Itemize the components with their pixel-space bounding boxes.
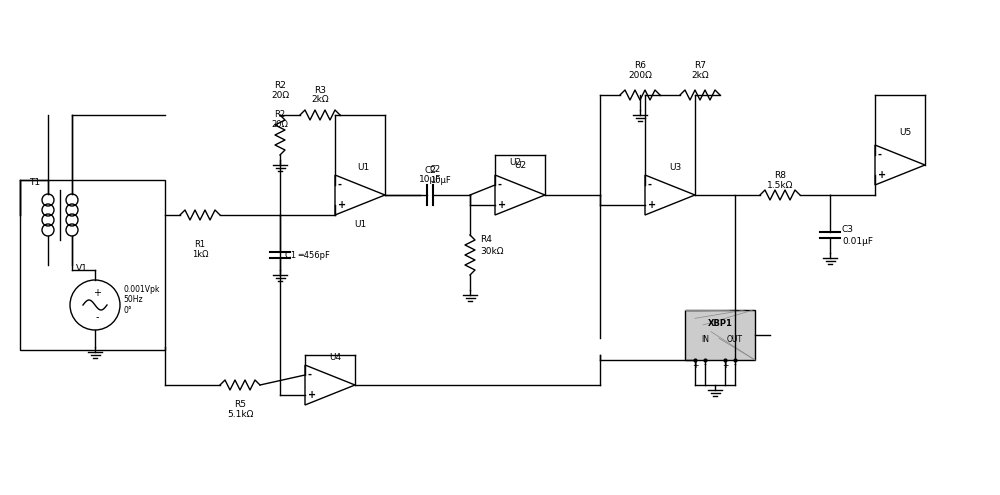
Text: U1: U1 — [357, 163, 369, 172]
Text: R4: R4 — [480, 236, 492, 245]
Text: 200Ω: 200Ω — [628, 71, 652, 80]
Text: OUT: OUT — [727, 336, 743, 345]
Text: T1: T1 — [29, 178, 41, 187]
Text: R8: R8 — [774, 171, 786, 180]
Text: R5: R5 — [234, 400, 246, 409]
Text: U2: U2 — [514, 161, 526, 170]
Text: +: + — [878, 170, 886, 180]
Text: -: - — [338, 180, 342, 190]
Text: U5: U5 — [899, 128, 911, 137]
Text: R1
1kΩ: R1 1kΩ — [192, 240, 208, 259]
Text: C3: C3 — [842, 226, 854, 235]
Text: -: - — [498, 180, 502, 190]
Text: C2: C2 — [424, 166, 436, 175]
Text: -: - — [734, 360, 736, 369]
Text: C1 ═456pF: C1 ═456pF — [285, 250, 330, 259]
Text: -: - — [308, 370, 312, 380]
Text: -: - — [648, 180, 652, 190]
Text: +: + — [648, 200, 656, 210]
Text: +: + — [498, 200, 506, 210]
Text: +: + — [722, 360, 728, 369]
Text: R3: R3 — [314, 86, 326, 95]
Text: 10μF: 10μF — [419, 175, 441, 184]
Text: V1: V1 — [76, 264, 88, 273]
Text: -: - — [95, 312, 99, 322]
Text: 1.5kΩ: 1.5kΩ — [767, 181, 793, 190]
Text: U3: U3 — [669, 163, 681, 172]
Text: XBP1: XBP1 — [708, 318, 732, 328]
Text: +: + — [93, 288, 101, 298]
Text: +: + — [692, 360, 698, 369]
Text: U2: U2 — [509, 158, 521, 167]
Text: IN: IN — [701, 336, 709, 345]
Text: +: + — [308, 390, 316, 400]
Text: C2
10μF: C2 10μF — [430, 165, 451, 185]
Text: U4: U4 — [329, 353, 341, 362]
Text: R2
20Ω: R2 20Ω — [272, 110, 288, 129]
Text: R6: R6 — [634, 61, 646, 70]
Bar — [685, 310, 755, 360]
Text: 30kΩ: 30kΩ — [480, 248, 504, 256]
Text: R2: R2 — [274, 81, 286, 90]
Text: -: - — [878, 150, 882, 160]
Text: 2kΩ: 2kΩ — [691, 71, 709, 80]
Text: 0.01μF: 0.01μF — [842, 238, 873, 247]
Text: 2kΩ: 2kΩ — [311, 95, 329, 104]
Text: U1: U1 — [354, 220, 366, 229]
Text: R7: R7 — [694, 61, 706, 70]
Text: -: - — [704, 360, 706, 369]
Bar — [20, 180, 165, 350]
Text: 5.1kΩ: 5.1kΩ — [227, 410, 253, 419]
Text: +: + — [338, 200, 346, 210]
Text: 0.001Vpk
50Hz
0°: 0.001Vpk 50Hz 0° — [123, 285, 159, 315]
Text: 20Ω: 20Ω — [271, 91, 289, 100]
